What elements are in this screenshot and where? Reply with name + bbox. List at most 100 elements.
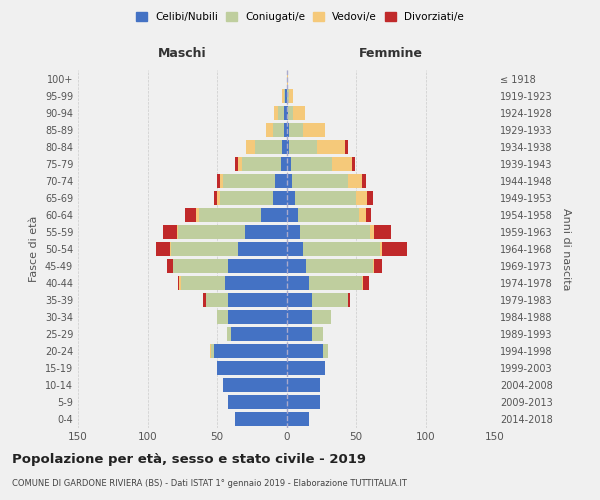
Bar xyxy=(289,122,303,136)
Bar xyxy=(287,412,309,426)
Bar xyxy=(181,276,226,290)
Bar xyxy=(289,140,317,153)
Bar xyxy=(274,106,278,120)
Bar xyxy=(278,106,284,120)
Bar xyxy=(382,242,407,256)
Bar xyxy=(311,293,347,307)
Bar xyxy=(303,122,325,136)
Bar xyxy=(345,140,347,153)
Bar xyxy=(287,259,306,273)
Bar xyxy=(217,190,220,204)
Bar xyxy=(272,122,284,136)
Bar xyxy=(214,190,217,204)
Bar xyxy=(217,361,287,375)
Bar xyxy=(254,140,283,153)
Bar xyxy=(199,208,262,222)
Bar xyxy=(311,310,331,324)
Bar xyxy=(262,208,287,222)
Bar xyxy=(211,344,214,358)
Bar xyxy=(176,224,178,238)
Bar xyxy=(287,378,320,392)
Bar xyxy=(170,242,171,256)
Bar xyxy=(235,156,238,170)
Bar xyxy=(214,344,287,358)
Bar xyxy=(287,224,301,238)
Bar xyxy=(235,412,287,426)
Bar xyxy=(323,344,328,358)
Bar xyxy=(287,174,292,188)
Bar xyxy=(231,327,287,341)
Bar xyxy=(196,208,199,222)
Bar xyxy=(370,224,374,238)
Bar xyxy=(287,344,323,358)
Bar xyxy=(287,88,289,102)
Y-axis label: Fasce di età: Fasce di età xyxy=(29,216,39,282)
Bar xyxy=(245,224,287,238)
Bar xyxy=(309,276,362,290)
Bar xyxy=(311,327,323,341)
Bar xyxy=(163,224,176,238)
Bar xyxy=(206,293,228,307)
Bar xyxy=(352,156,355,170)
Bar xyxy=(303,242,380,256)
Bar xyxy=(306,259,373,273)
Bar xyxy=(167,259,173,273)
Bar xyxy=(287,208,298,222)
Bar xyxy=(287,293,311,307)
Y-axis label: Anni di nascita: Anni di nascita xyxy=(561,208,571,290)
Bar xyxy=(220,174,223,188)
Bar xyxy=(284,88,285,102)
Bar xyxy=(317,140,345,153)
Bar xyxy=(301,224,370,238)
Bar xyxy=(228,395,287,409)
Bar xyxy=(287,122,289,136)
Bar xyxy=(284,122,287,136)
Bar xyxy=(220,190,272,204)
Bar xyxy=(238,242,287,256)
Bar xyxy=(366,208,371,222)
Bar xyxy=(287,361,325,375)
Bar xyxy=(227,327,231,341)
Bar xyxy=(284,106,287,120)
Bar xyxy=(362,276,363,290)
Bar xyxy=(185,208,196,222)
Bar xyxy=(347,174,362,188)
Bar xyxy=(292,174,347,188)
Bar xyxy=(289,88,293,102)
Bar xyxy=(332,156,352,170)
Bar xyxy=(283,88,284,102)
Bar xyxy=(156,242,170,256)
Text: COMUNE DI GARDONE RIVIERA (BS) - Dati ISTAT 1° gennaio 2019 - Elaborazione TUTTI: COMUNE DI GARDONE RIVIERA (BS) - Dati IS… xyxy=(12,479,407,488)
Bar xyxy=(217,310,228,324)
Bar xyxy=(246,140,254,153)
Bar xyxy=(359,208,366,222)
Text: Popolazione per età, sesso e stato civile - 2019: Popolazione per età, sesso e stato civil… xyxy=(12,452,366,466)
Bar xyxy=(374,224,391,238)
Bar xyxy=(287,276,309,290)
Bar xyxy=(287,310,311,324)
Bar xyxy=(242,156,281,170)
Bar xyxy=(223,378,287,392)
Bar xyxy=(238,156,242,170)
Bar xyxy=(285,88,287,102)
Text: Femmine: Femmine xyxy=(359,47,423,60)
Bar xyxy=(171,242,238,256)
Bar xyxy=(363,276,368,290)
Bar xyxy=(223,174,275,188)
Bar xyxy=(380,242,382,256)
Bar xyxy=(228,293,287,307)
Bar xyxy=(275,174,287,188)
Bar xyxy=(367,190,373,204)
Bar xyxy=(228,259,287,273)
Bar xyxy=(287,395,320,409)
Bar xyxy=(217,174,220,188)
Bar xyxy=(347,293,350,307)
Bar xyxy=(288,106,293,120)
Bar xyxy=(272,190,287,204)
Legend: Celibi/Nubili, Coniugati/e, Vedovi/e, Divorziati/e: Celibi/Nubili, Coniugati/e, Vedovi/e, Di… xyxy=(132,8,468,26)
Bar xyxy=(290,156,332,170)
Bar xyxy=(373,259,374,273)
Bar xyxy=(298,208,359,222)
Bar xyxy=(362,174,366,188)
Bar xyxy=(210,344,211,358)
